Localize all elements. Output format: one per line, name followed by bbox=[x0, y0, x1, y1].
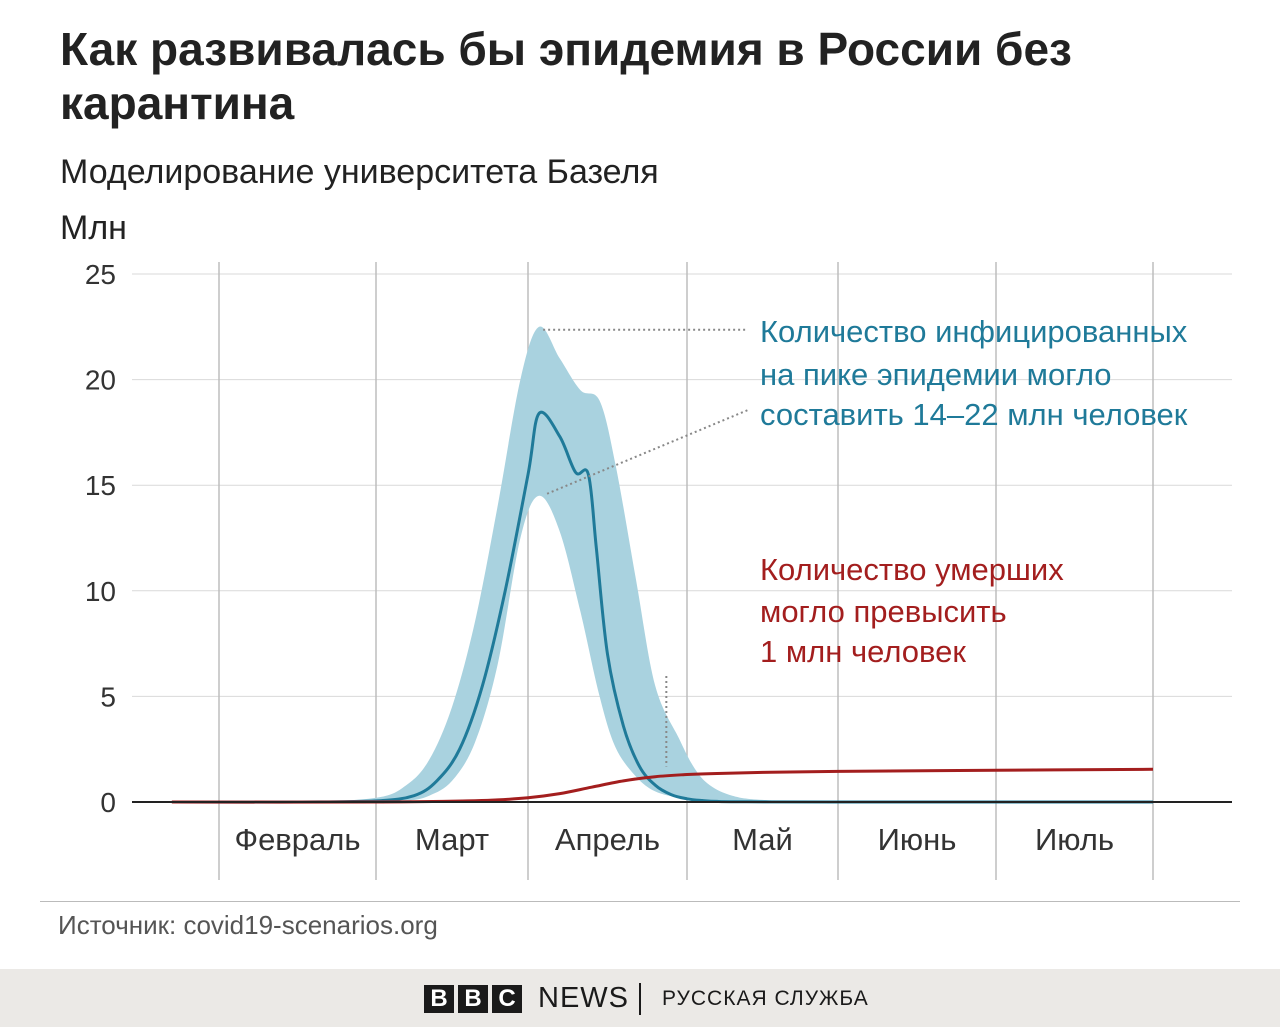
bbc-logo-letter: B bbox=[458, 985, 488, 1013]
x-tick-label: Июнь bbox=[878, 822, 957, 857]
deaths-annotation-line: Количество умерших bbox=[760, 552, 1064, 587]
chart-subtitle: Моделирование университета Базеля bbox=[60, 153, 659, 191]
annotation-layer: Количество инфицированных на пике эпидеми… bbox=[543, 314, 1188, 767]
service-name: РУССКАЯ СЛУЖБА bbox=[662, 987, 869, 1010]
footer-bar: B B C NEWS РУССКАЯ СЛУЖБА bbox=[0, 969, 1280, 1027]
footer-divider bbox=[639, 983, 641, 1015]
y-axis-unit-label: Млн bbox=[60, 209, 127, 247]
source-divider bbox=[40, 901, 1240, 902]
infected-annotation-line: на пике эпидемии могло bbox=[760, 357, 1112, 392]
infected-band-layer bbox=[171, 326, 1153, 803]
axis-layer: 0 5 10 15 20 25 Февраль Март Апрель Май Июнь Июль bbox=[85, 259, 1232, 857]
bbc-logo-letter: B bbox=[424, 985, 454, 1013]
infected-annotation-line: Количество инфицированных bbox=[760, 314, 1188, 349]
x-tick-label: Март bbox=[415, 822, 489, 857]
y-tick-label: 10 bbox=[85, 576, 116, 607]
source-note: Источник: covid19-scenarios.org bbox=[58, 910, 438, 940]
month-divider-layer bbox=[218, 262, 1154, 880]
x-tick-label: Февраль bbox=[235, 822, 361, 857]
x-tick-label: Апрель bbox=[555, 822, 660, 857]
x-tick-label: Май bbox=[732, 822, 793, 857]
infected-annotation-line: составить 14–22 млн человек bbox=[760, 397, 1188, 432]
news-wordmark: NEWS bbox=[538, 982, 629, 1014]
deaths-annotation-line: могло превысить bbox=[760, 594, 1007, 629]
y-tick-label: 15 bbox=[85, 470, 116, 501]
x-tick-label: Июль bbox=[1035, 822, 1114, 857]
infected-low-leader bbox=[546, 409, 749, 495]
bbc-logo: B B C bbox=[424, 985, 522, 1013]
y-tick-label: 0 bbox=[100, 787, 116, 818]
epidemic-chart: 0 5 10 15 20 25 Февраль Март Апрель Май Июнь Июль К… bbox=[85, 259, 1232, 880]
y-tick-label: 25 bbox=[85, 259, 116, 290]
y-tick-label: 20 bbox=[85, 365, 116, 396]
grid-layer bbox=[132, 273, 1232, 697]
bbc-logo-letter: C bbox=[492, 985, 522, 1013]
infected-range-band bbox=[171, 326, 1153, 803]
deaths-annotation-line: 1 млн человек bbox=[760, 634, 966, 669]
chart-title: Как развивалась бы эпидемия в России без… bbox=[60, 23, 1072, 129]
y-tick-label: 5 bbox=[100, 681, 116, 712]
